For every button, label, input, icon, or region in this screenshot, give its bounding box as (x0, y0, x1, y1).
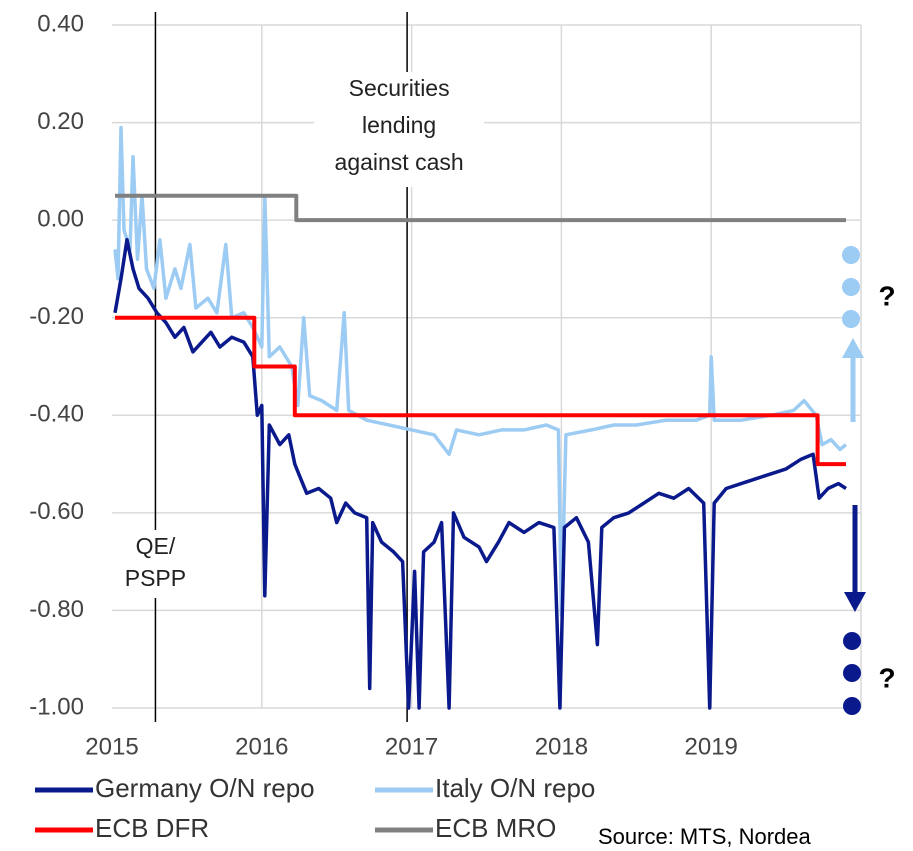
annotation-text: PSPP (125, 565, 186, 591)
dot (842, 278, 860, 296)
grid: 0.400.200.00-0.20-0.40-0.60-0.80-1.00201… (29, 10, 862, 760)
question-mark: ? (878, 662, 895, 693)
series-line (115, 315, 846, 467)
annotation-box (116, 530, 195, 598)
arrow-head (844, 592, 866, 612)
annotation-box (314, 72, 485, 187)
x-tick-label: 2016 (235, 733, 288, 760)
annotation-text: lending (362, 112, 436, 138)
legend-label: Germany O/N repo (95, 773, 315, 803)
series-line (113, 125, 848, 618)
annotation-text: Securities (349, 75, 450, 101)
x-tick-label: 2017 (385, 733, 438, 760)
series-line (113, 237, 847, 710)
y-tick-label: 0.40 (37, 10, 84, 37)
source: Source: MTS, Nordea (598, 824, 812, 849)
legend-label: ECB DFR (95, 813, 209, 843)
legend-label: Italy O/N repo (435, 773, 595, 803)
lines (113, 125, 848, 710)
dot (843, 697, 861, 715)
legend-label: ECB MRO (435, 813, 556, 843)
y-tick-label: -0.80 (29, 596, 84, 623)
y-tick-label: 0.20 (37, 108, 84, 135)
y-tick-label: -0.20 (29, 303, 84, 330)
dot (843, 664, 861, 682)
outlook-decoration: ? ? (842, 246, 896, 715)
series-line (115, 193, 846, 223)
x-tick-label: 2015 (85, 733, 138, 760)
question-mark: ? (878, 280, 895, 311)
dot (842, 310, 860, 328)
y-tick-label: -0.60 (29, 498, 84, 525)
arrow-head (842, 338, 864, 358)
y-tick-label: 0.00 (37, 205, 84, 232)
x-tick-label: 2019 (685, 733, 738, 760)
dot (843, 632, 861, 650)
x-tick-label: 2018 (535, 733, 588, 760)
dot (842, 246, 860, 264)
y-tick-label: -0.40 (29, 401, 84, 428)
annotation-text: QE/ (136, 533, 176, 559)
legend: Germany O/N repo Italy O/N repo ECB DFR ECB… (35, 773, 595, 843)
y-tick-label: -1.00 (29, 693, 84, 720)
annotations: Securities lending against cash QE/PSPP (116, 12, 485, 722)
annotation-text: against cash (335, 149, 464, 175)
